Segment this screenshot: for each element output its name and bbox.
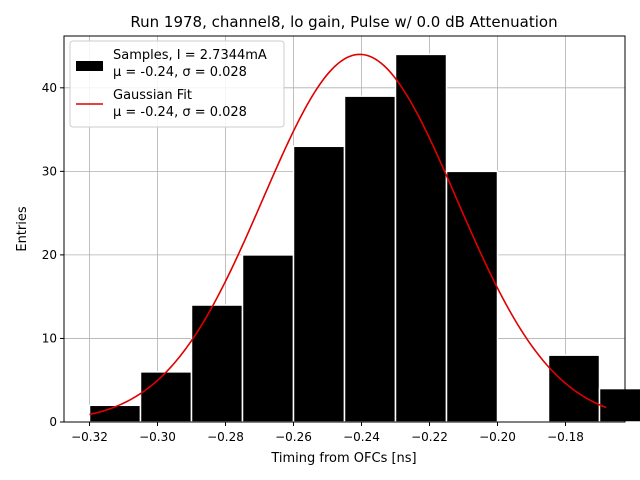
x-tick-label: −0.28: [207, 430, 244, 444]
x-tick-label: −0.24: [343, 430, 380, 444]
histogram-bar: [598, 387, 640, 423]
y-axis-ticks: 0 10 20 30 40: [42, 81, 64, 429]
histogram-bar: [394, 53, 448, 423]
legend-samples-stats: μ = -0.24, σ = 0.028: [113, 65, 247, 80]
y-tick-label: 20: [42, 248, 57, 262]
y-tick-label: 10: [42, 331, 57, 345]
histogram-bar: [445, 170, 499, 423]
chart-title: Run 1978, channel8, lo gain, Pulse w/ 0.…: [130, 13, 557, 31]
legend-samples-label: Samples, I = 2.7344mA: [113, 48, 267, 63]
y-axis-label: Entries: [15, 206, 30, 252]
legend-fit-label: Gaussian Fit: [113, 88, 192, 103]
y-tick-label: 30: [42, 164, 57, 178]
histogram-bar: [547, 354, 601, 423]
legend: Samples, I = 2.7344mA μ = -0.24, σ = 0.0…: [69, 40, 285, 128]
histogram-bar: [292, 145, 346, 423]
legend-box: [69, 40, 285, 128]
x-axis-ticks: −0.32 −0.30 −0.28 −0.26 −0.24 −0.22 −0.20 −0.18: [71, 422, 584, 444]
x-tick-label: −0.32: [71, 430, 108, 444]
legend-fit-stats: μ = -0.24, σ = 0.028: [113, 105, 247, 120]
x-tick-label: −0.20: [479, 430, 516, 444]
x-tick-label: −0.18: [547, 430, 584, 444]
histogram-bar: [343, 95, 397, 423]
plot-frame: [63, 35, 626, 423]
histogram-bar: [241, 254, 295, 423]
histogram-bar: [88, 404, 142, 423]
histogram-bar: [139, 371, 193, 423]
x-tick-label: −0.22: [411, 430, 448, 444]
x-tick-label: −0.30: [139, 430, 176, 444]
gaussian-fit-curve: [89, 53, 607, 416]
histogram-bar: [190, 304, 244, 423]
y-tick-label: 0: [49, 415, 57, 429]
y-tick-label: 40: [42, 81, 57, 95]
legend-samples-swatch: [76, 61, 103, 71]
x-axis-label: Timing from OFCs [ns]: [270, 451, 416, 466]
histogram-bars: [88, 53, 640, 423]
x-tick-label: −0.26: [275, 430, 312, 444]
